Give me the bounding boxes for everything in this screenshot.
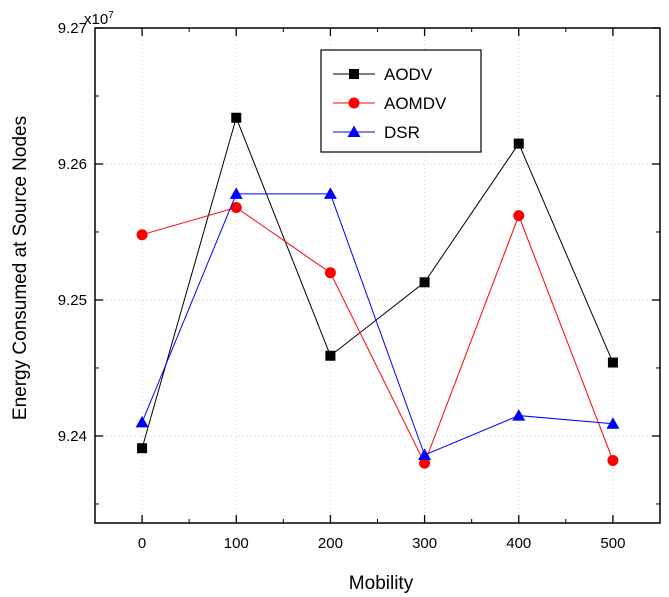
x-axis-title: Mobility	[349, 573, 414, 594]
legend-label-aomdv: AOMDV	[384, 94, 447, 113]
data-point-aodv	[231, 112, 242, 123]
data-point-dsr	[323, 187, 337, 199]
data-point-dsr	[418, 448, 432, 461]
data-point-aodv	[137, 443, 148, 454]
series-aomdv	[136, 202, 619, 469]
series-layer	[135, 112, 620, 469]
legend-marker-aodv	[349, 69, 359, 79]
x-tick-label: 100	[224, 535, 249, 552]
y-multiplier: x107	[84, 10, 114, 28]
y-axis-title: Energy Consumed at Source Nodes	[10, 116, 31, 420]
y-tick-label: 9.26	[58, 156, 87, 173]
legend-marker-aomdv	[348, 97, 360, 109]
legend-label-dsr: DSR	[384, 123, 420, 142]
data-point-aodv	[513, 138, 524, 149]
legend-marker-dsr	[347, 125, 361, 137]
data-point-aomdv	[419, 457, 431, 469]
data-point-aomdv	[136, 229, 148, 241]
y-tick-label: 9.24	[58, 428, 87, 445]
grid	[95, 28, 660, 523]
series-line-aomdv	[141, 206, 614, 465]
data-point-aodv	[325, 350, 336, 361]
y-tick-label: 9.27	[58, 20, 87, 37]
data-point-aomdv	[324, 267, 336, 279]
data-point-aomdv	[513, 210, 525, 222]
data-point-dsr	[606, 417, 620, 429]
x-tick-label: 500	[600, 535, 625, 552]
x-tick-label: 300	[412, 535, 437, 552]
data-point-aodv	[419, 277, 430, 288]
x-tick-label: 0	[138, 535, 146, 552]
series-dsr	[135, 187, 620, 461]
data-point-dsr	[229, 187, 243, 199]
series-line-aodv	[141, 116, 614, 449]
legend-box	[320, 49, 482, 153]
data-point-dsr	[512, 409, 526, 421]
data-point-aodv	[607, 357, 618, 368]
series-line-dsr	[141, 193, 613, 456]
series-aodv	[137, 112, 618, 454]
legend: AODV AOMDV DSR	[320, 49, 482, 153]
legend-label-aodv: AODV	[384, 65, 433, 84]
data-point-aomdv	[607, 454, 619, 466]
data-point-aomdv	[230, 202, 242, 214]
x-tick-label: 200	[318, 535, 343, 552]
axis-ticks: 0 100 200 300 400 500 9.24 9.25 9.26 9.27	[58, 20, 661, 552]
y-tick-label: 9.25	[58, 292, 87, 309]
data-point-dsr	[135, 415, 149, 428]
x-tick-label: 400	[506, 535, 531, 552]
